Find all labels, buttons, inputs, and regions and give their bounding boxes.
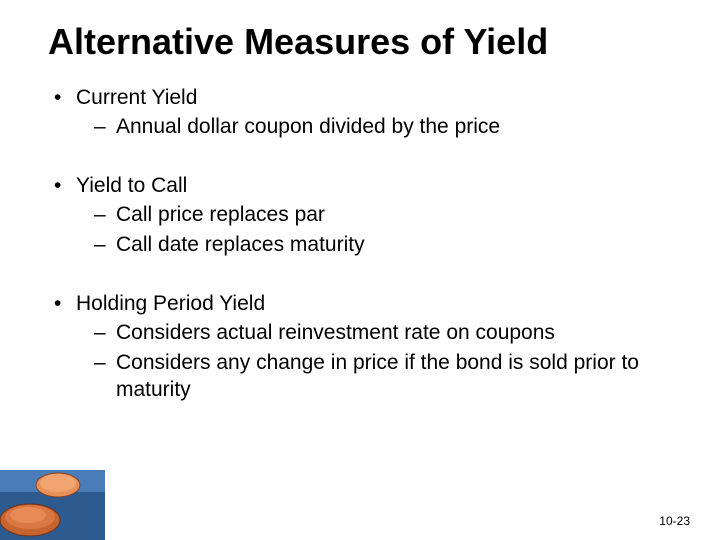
bullet-heading: Current Yield: [76, 86, 197, 109]
bullet-level2: Considers any change in price if the bon…: [48, 349, 672, 404]
section-gap: [48, 260, 672, 290]
slide-number: 10-23: [659, 514, 690, 528]
bullet-point: Considers any change in price if the bon…: [116, 351, 639, 401]
slide-container: Alternative Measures of Yield Current Yi…: [0, 0, 720, 540]
slide-title: Alternative Measures of Yield: [48, 22, 672, 62]
bullet-level2: Call date replaces maturity: [48, 231, 672, 258]
bullet-level2: Call price replaces par: [48, 201, 672, 228]
bullet-level2: Annual dollar coupon divided by the pric…: [48, 113, 672, 140]
decorative-corner-image: [0, 470, 105, 540]
bullet-point: Annual dollar coupon divided by the pric…: [116, 115, 500, 138]
bullet-point: Call price replaces par: [116, 203, 325, 226]
bullet-level1: Holding Period Yield: [48, 290, 672, 317]
stones-water-icon: [0, 470, 105, 540]
bullet-point: Call date replaces maturity: [116, 233, 365, 256]
bullet-heading: Holding Period Yield: [76, 292, 265, 315]
section-gap: [48, 142, 672, 172]
bullet-heading: Yield to Call: [76, 174, 187, 197]
bullet-level1: Current Yield: [48, 84, 672, 111]
slide-content: Current Yield Annual dollar coupon divid…: [48, 84, 672, 404]
bullet-point: Considers actual reinvestment rate on co…: [116, 321, 555, 344]
bullet-level2: Considers actual reinvestment rate on co…: [48, 319, 672, 346]
bullet-level1: Yield to Call: [48, 172, 672, 199]
